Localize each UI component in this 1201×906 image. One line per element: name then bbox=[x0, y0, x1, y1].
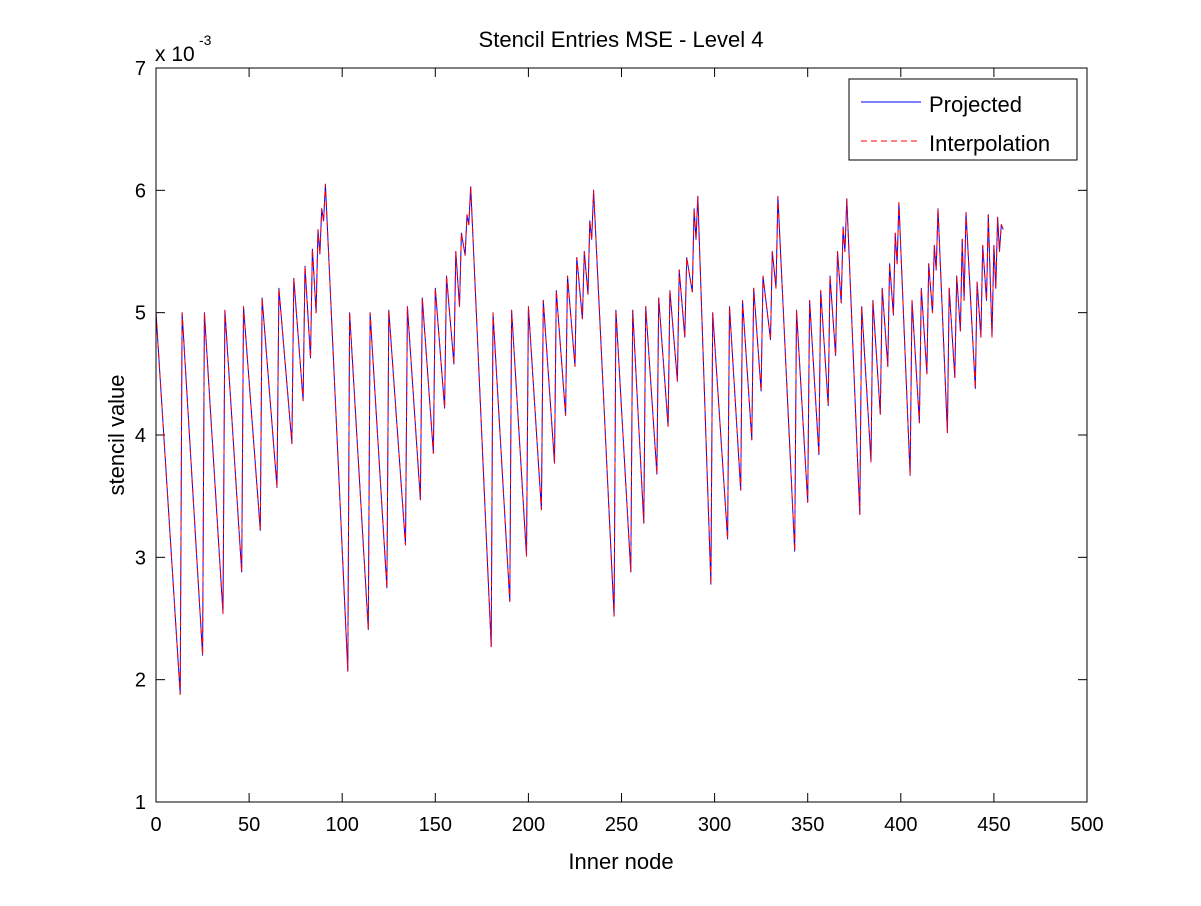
y-tick-label: 1 bbox=[135, 792, 146, 814]
legend-label-projected: Projected bbox=[929, 92, 1022, 117]
x-axis-ticks: 0 50 100 150 200 250 300 350 400 450 500 bbox=[150, 68, 1104, 836]
x-tick-label: 250 bbox=[605, 814, 638, 836]
plot-area bbox=[156, 68, 1087, 802]
legend-box bbox=[848, 78, 1078, 161]
y-axis-label: stencil value bbox=[104, 374, 129, 495]
y-tick-label: 6 bbox=[135, 180, 146, 202]
y-exponent-base: x 10 bbox=[155, 43, 195, 66]
x-tick-label: 300 bbox=[698, 814, 731, 836]
legend: Projected Interpolation bbox=[848, 78, 1078, 161]
x-tick-label: 0 bbox=[150, 814, 161, 836]
y-tick-label: 3 bbox=[135, 547, 146, 569]
y-tick-label: 5 bbox=[135, 303, 146, 325]
y-tick-label: 7 bbox=[135, 58, 146, 80]
chart-title: Stencil Entries MSE - Level 4 bbox=[479, 27, 764, 52]
x-tick-label: 100 bbox=[326, 814, 359, 836]
series-layer bbox=[155, 183, 1004, 695]
x-tick-label: 500 bbox=[1070, 814, 1103, 836]
x-tick-label: 400 bbox=[884, 814, 917, 836]
y-exponent-power: -3 bbox=[199, 32, 212, 48]
x-tick-label: 50 bbox=[238, 814, 260, 836]
legend-label-interpolation: Interpolation bbox=[929, 131, 1050, 156]
x-tick-label: 450 bbox=[977, 814, 1010, 836]
series-line-interpolation bbox=[155, 183, 1004, 695]
y-tick-label: 4 bbox=[135, 425, 146, 447]
y-tick-label: 2 bbox=[135, 670, 146, 692]
x-tick-label: 350 bbox=[791, 814, 824, 836]
x-tick-label: 150 bbox=[419, 814, 452, 836]
axes-box bbox=[155, 67, 1088, 803]
y-axis-ticks: 1 2 3 4 5 6 7 bbox=[135, 58, 1087, 814]
x-axis-label: Inner node bbox=[568, 849, 673, 874]
x-tick-label: 200 bbox=[512, 814, 545, 836]
